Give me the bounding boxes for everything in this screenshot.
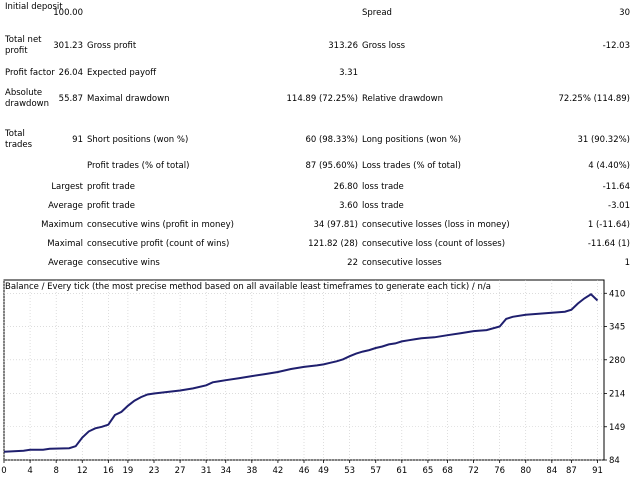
average-loss-label: loss trade — [362, 201, 404, 212]
relative-drawdown-label: Relative drawdown — [362, 94, 443, 105]
average-consecutive-wins-value: 22 — [347, 258, 358, 269]
x-tick-label: 49 — [318, 466, 329, 476]
balance-chart: 0 4 8 12 16 19 23 27 31 34 38 42 46 49 53 57 61 65 68 72 76 8… — [0, 278, 640, 480]
maximal-loss-label: consecutive loss (count of losses) — [362, 239, 505, 250]
x-tick-label: 91 — [592, 466, 603, 476]
maximal-drawdown-value: 114.89 (72.25%) — [287, 94, 359, 105]
maximum-wins-value: 34 (97.81) — [314, 220, 358, 231]
average-profit-value: 3.60 — [339, 201, 358, 212]
x-tick-label: 72 — [468, 466, 479, 476]
maximal-drawdown-label: Maximal drawdown — [87, 94, 169, 105]
profit-factor-value: 26.04 — [59, 68, 83, 79]
maximal-loss-value: -11.64 (1) — [588, 239, 630, 250]
x-tick-label: 42 — [272, 466, 283, 476]
x-tick-label: 80 — [520, 466, 531, 476]
average-consecutive-wins-label: consecutive wins — [87, 258, 160, 269]
total-net-profit-label: Total net profit — [5, 35, 60, 57]
x-tick-label: 34 — [220, 466, 231, 476]
maximal-label: Maximal — [47, 239, 83, 250]
x-tick-label: 53 — [344, 466, 355, 476]
profit-trades-value: 87 (95.60%) — [305, 161, 358, 172]
absolute-drawdown-label: Absolute drawdown — [5, 88, 55, 110]
total-trades-label: Total trades — [5, 129, 45, 151]
initial-deposit-value: 100.00 — [53, 8, 83, 19]
average-loss-value: -3.01 — [608, 201, 630, 212]
loss-trades-value: 4 (4.40%) — [588, 161, 630, 172]
y-tick-label: 149 — [609, 423, 625, 433]
long-positions-label: Long positions (won %) — [362, 135, 461, 146]
relative-drawdown-value: 72.25% (114.89) — [559, 94, 631, 105]
largest-profit-label: profit trade — [87, 182, 135, 193]
x-tick-label: 57 — [370, 466, 381, 476]
x-tick-label: 27 — [175, 466, 186, 476]
x-tick-label: 76 — [494, 466, 505, 476]
x-tick-label: 23 — [149, 466, 160, 476]
absolute-drawdown-value: 55.87 — [59, 94, 83, 105]
maximal-profit-label: consecutive profit (count of wins) — [87, 239, 229, 250]
average-consecutive-label: Average — [48, 258, 83, 269]
largest-loss-label: loss trade — [362, 182, 404, 193]
short-positions-value: 60 (98.33%) — [305, 135, 358, 146]
short-positions-label: Short positions (won %) — [87, 135, 188, 146]
x-tick-label: 8 — [53, 466, 58, 476]
test-report: Initial deposit 100.00 Spread 30 Total n… — [0, 0, 640, 278]
y-tick-label: 410 — [609, 289, 625, 299]
x-tick-label: 87 — [566, 466, 577, 476]
y-tick-label: 84 — [609, 456, 620, 466]
x-tick-label: 31 — [201, 466, 212, 476]
gross-profit-label: Gross profit — [87, 41, 136, 52]
x-tick-label: 16 — [103, 466, 114, 476]
largest-profit-value: 26.80 — [334, 182, 358, 193]
gross-loss-label: Gross loss — [362, 41, 405, 52]
maximal-profit-value: 121.82 (28) — [308, 239, 358, 250]
average-consecutive-losses-value: 1 — [625, 258, 630, 269]
average-label: Average — [48, 201, 83, 212]
x-tick-label: 12 — [77, 466, 88, 476]
expected-payoff-label: Expected payoff — [87, 68, 156, 79]
chart-title: Balance / Every tick (the most precise m… — [5, 282, 491, 292]
y-tick-label: 280 — [609, 356, 625, 366]
y-tick-label: 214 — [609, 390, 625, 400]
x-tick-label: 19 — [122, 466, 133, 476]
x-tick-label: 84 — [546, 466, 557, 476]
y-tick-label: 345 — [609, 323, 625, 333]
spread-value: 30 — [619, 8, 630, 19]
long-positions-value: 31 (90.32%) — [577, 135, 630, 146]
profit-factor-label: Profit factor — [5, 68, 55, 79]
maximum-wins-label: consecutive wins (profit in money) — [87, 220, 234, 231]
x-tick-label: 65 — [422, 466, 433, 476]
average-consecutive-losses-label: consecutive losses — [362, 258, 442, 269]
x-tick-label: 0 — [1, 466, 6, 476]
x-tick-label: 68 — [442, 466, 453, 476]
largest-label: Largest — [51, 182, 83, 193]
x-tick-label: 38 — [246, 466, 257, 476]
maximum-losses-value: 1 (-11.64) — [588, 220, 630, 231]
x-tick-label: 61 — [396, 466, 407, 476]
profit-trades-label: Profit trades (% of total) — [87, 161, 189, 172]
total-trades-value: 91 — [72, 135, 83, 146]
gross-profit-value: 313.26 — [328, 41, 358, 52]
largest-loss-value: -11.64 — [603, 182, 630, 193]
spread-label: Spread — [362, 8, 392, 19]
total-net-profit-value: 301.23 — [53, 41, 83, 52]
maximum-label: Maximum — [41, 220, 83, 231]
loss-trades-label: Loss trades (% of total) — [362, 161, 461, 172]
x-tick-label: 46 — [299, 466, 310, 476]
balance-chart-svg: 0 4 8 12 16 19 23 27 31 34 38 42 46 49 53 57 61 65 68 72 76 8… — [0, 278, 640, 480]
maximum-losses-label: consecutive losses (loss in money) — [362, 220, 510, 231]
x-tick-label: 4 — [27, 466, 32, 476]
average-profit-label: profit trade — [87, 201, 135, 212]
expected-payoff-value: 3.31 — [339, 68, 358, 79]
gross-loss-value: -12.03 — [603, 41, 630, 52]
